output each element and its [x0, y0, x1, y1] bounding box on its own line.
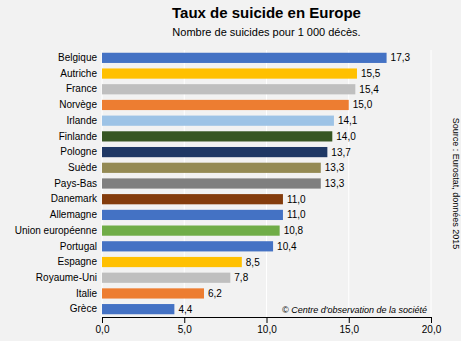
x-tick: 15,0	[340, 317, 360, 335]
tick-label: Italie	[76, 288, 98, 299]
plot: 0,0 5,0 10,0 15,0 20,0 Belgique Autriche France…	[15, 50, 442, 335]
tick-label: Suède	[68, 162, 97, 173]
tick-label: Norvège	[59, 99, 97, 110]
tick-label: Royaume-Uni	[36, 272, 97, 283]
data-label: 8,5	[246, 257, 260, 268]
y-tick: Suède	[68, 162, 97, 173]
data-label: 15,0	[353, 99, 373, 110]
data-label: 11,0	[287, 194, 306, 205]
bar	[102, 147, 327, 157]
bar	[102, 210, 283, 220]
tick-mark	[102, 317, 103, 323]
bar	[102, 241, 273, 251]
subtitle: Nombre de suicides pour 1 000 décès.	[172, 26, 360, 38]
y-tick: France	[66, 83, 98, 94]
data-label: 15,5	[361, 68, 381, 79]
bar	[102, 116, 334, 126]
copyright: © Centre d'observation de la société	[282, 305, 427, 315]
axis-line	[103, 318, 432, 324]
tick-label: 10,0	[257, 324, 277, 335]
tick-label: Danemark	[51, 193, 98, 204]
y-tick: Union européenne	[15, 225, 98, 236]
tick-label: Pays-Bas	[54, 178, 97, 189]
data-label: 17,3	[391, 52, 411, 63]
bar	[102, 288, 204, 298]
source: Source : Eurostat, données 2015	[451, 118, 461, 250]
tick-label: Belgique	[58, 52, 97, 63]
bar	[102, 178, 321, 188]
data-label: 11,0	[287, 209, 306, 220]
tick-label: Allemagne	[50, 209, 98, 220]
bar	[102, 194, 283, 204]
data-label: 14,1	[338, 115, 358, 126]
x-axis: 0,0 5,0 10,0 15,0 20,0	[96, 317, 442, 335]
y-tick: Grèce	[70, 303, 98, 314]
bar	[102, 131, 332, 141]
tick-label: Autriche	[60, 68, 97, 79]
data-label: 6,2	[208, 288, 222, 299]
y-tick: Espagne	[58, 256, 98, 267]
grid	[102, 50, 431, 317]
y-tick: Pologne	[60, 146, 97, 157]
data-label: 4,4	[178, 304, 192, 315]
data-label: 7,8	[234, 272, 248, 283]
x-tick: 10,0	[257, 317, 277, 335]
tick-label: Portugal	[60, 241, 97, 252]
bars	[102, 53, 387, 315]
data-label: 10,8	[284, 225, 304, 236]
y-tick: Norvège	[59, 99, 97, 110]
tick-label: Grèce	[70, 303, 98, 314]
y-axis: Belgique Autriche France Norvège Irlande Finl…	[15, 52, 98, 314]
bar	[102, 163, 321, 173]
x-tick: 0,0	[96, 317, 110, 335]
bar	[102, 257, 242, 267]
x-tick: 20,0	[422, 317, 442, 335]
data-label: 15,4	[359, 84, 379, 95]
tick-label: 15,0	[340, 324, 360, 335]
tick-label: Irlande	[66, 115, 97, 126]
tick-label: France	[66, 83, 98, 94]
bar	[102, 273, 230, 283]
tick-label: Finlande	[59, 131, 98, 142]
y-tick: Finlande	[59, 131, 98, 142]
bar	[102, 226, 280, 236]
y-tick: Autriche	[60, 68, 97, 79]
data-label: 10,4	[277, 241, 297, 252]
y-tick: Italie	[76, 288, 98, 299]
x-tick: 5,0	[178, 317, 192, 335]
chart: Taux de suicide en Europe Nombre de suici…	[0, 0, 461, 341]
bar	[102, 100, 349, 110]
y-tick: Irlande	[66, 115, 97, 126]
bar	[102, 53, 387, 63]
data-label: 13,7	[331, 147, 351, 158]
value-labels: 17,3 15,5 15,4 15,0 14,1 14,0 13,7 13,3 13,3 11,0…	[178, 52, 410, 314]
y-tick: Danemark	[51, 193, 98, 204]
tick-mark	[349, 317, 350, 323]
bar	[102, 304, 174, 314]
title: Taux de suicide en Europe	[172, 4, 361, 21]
bar	[102, 84, 355, 94]
y-tick: Belgique	[58, 52, 97, 63]
tick-label: 20,0	[422, 324, 442, 335]
tick-label: Pologne	[60, 146, 97, 157]
tick-label: Union européenne	[15, 225, 98, 236]
y-tick: Portugal	[60, 241, 97, 252]
tick-label: 5,0	[178, 324, 192, 335]
tick-mark	[267, 317, 268, 323]
y-tick: Pays-Bas	[54, 178, 97, 189]
y-tick: Royaume-Uni	[36, 272, 97, 283]
bar	[102, 68, 357, 78]
grid-line	[431, 50, 432, 317]
background	[0, 0, 461, 341]
tick-label: Espagne	[58, 256, 98, 267]
data-label: 13,3	[325, 162, 345, 173]
data-label: 14,0	[336, 131, 356, 142]
tick-mark	[184, 317, 185, 323]
tick-mark	[431, 317, 432, 323]
y-tick: Allemagne	[50, 209, 98, 220]
tick-label: 0,0	[96, 324, 110, 335]
data-label: 13,3	[325, 178, 345, 189]
